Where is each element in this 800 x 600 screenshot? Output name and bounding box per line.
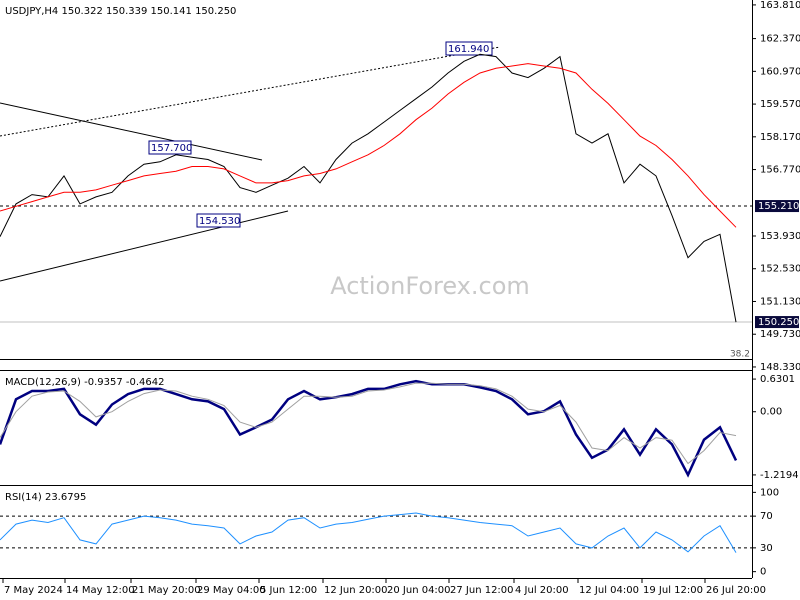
x-tick-label: 26 Jul 20:00 [706,585,766,596]
y-tick-label: 0 [760,567,766,578]
fib-label: 38.2 [730,350,750,360]
y-tick-label: -1.2194 [760,470,799,481]
y-tick-label: 152.530 [760,264,800,275]
series-line [0,63,737,228]
x-tick-label: 27 Jun 12:00 [450,585,514,596]
annotation-box [148,140,192,155]
trend-line [0,102,263,161]
level-box [755,316,799,329]
watermark: ActionForex.com [330,272,530,300]
pane-title: MACD(12,26,9) -0.9357 -0.4642 [5,377,165,388]
y-tick-label: 160.970 [760,66,800,77]
x-tick-label: 21 May 20:00 [132,585,201,596]
level-label: 150.250 [758,317,799,328]
x-tick-label: 4 Jul 20:00 [515,585,569,596]
annotation-box [196,213,241,228]
y-tick-label: 156.770 [760,165,800,176]
trend-line [0,46,501,137]
x-tick-label: 14 May 12:00 [66,585,135,596]
annotation: 161.940 [448,44,489,55]
pane-title: USDJPY,H4 150.322 150.339 150.141 150.25… [5,6,236,17]
series-line [0,512,737,553]
y-tick-label: 158.170 [760,132,800,143]
series-line [0,382,737,465]
x-tick-label: 19 Jul 12:00 [643,585,703,596]
y-tick-label: 153.930 [760,231,800,242]
annotation: 157.700 [151,143,192,154]
y-tick-label: 100 [760,487,779,498]
y-tick-label: 148.330 [760,362,800,373]
x-tick-label: 12 Jun 20:00 [324,585,388,596]
y-tick-label: 163.810 [760,0,800,11]
series-line [0,379,738,478]
y-tick-label: 159.570 [760,99,800,110]
y-tick-label: 0.00 [760,407,782,418]
x-tick-label: 5 Jun 12:00 [260,585,317,596]
x-tick-label: 29 May 04:00 [197,585,266,596]
y-tick-label: 70 [760,511,773,522]
x-tick-label: 12 Jul 04:00 [579,585,639,596]
level-label: 155.210 [758,201,799,212]
annotation-box [445,41,493,56]
y-tick-label: 0.6301 [760,374,795,385]
y-tick-label: 149.730 [760,329,800,340]
x-tick-label: 7 May 2024 [4,585,63,596]
y-tick-label: 30 [760,543,773,554]
annotation: 154.530 [199,216,240,227]
level-box [755,200,799,213]
pane-title: RSI(14) 23.6795 [5,492,86,503]
y-tick-label: 151.130 [760,296,800,307]
series-line [0,53,737,323]
y-tick-label: 162.370 [760,34,800,45]
x-tick-label: 20 Jun 04:00 [387,585,451,596]
